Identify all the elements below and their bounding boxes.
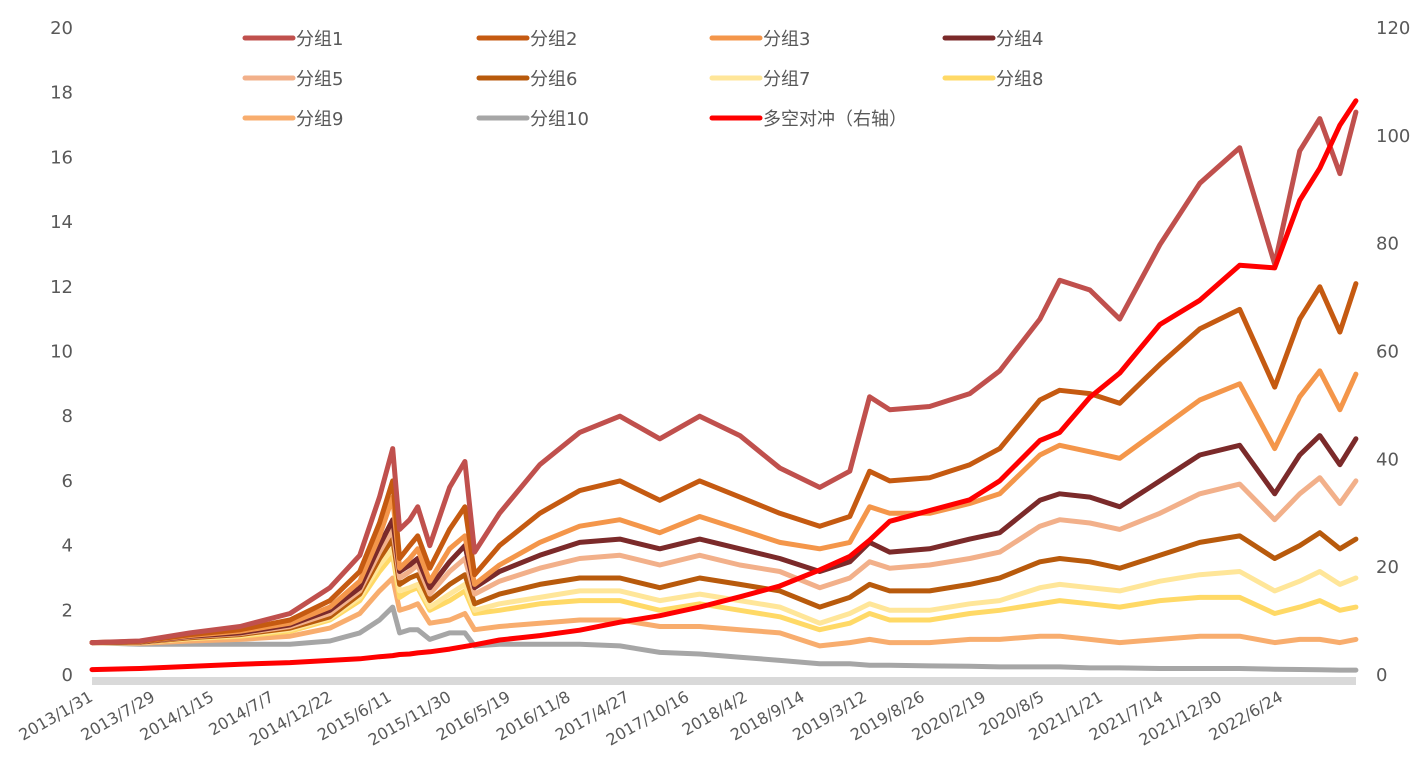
legend-item: 分组5 — [242, 69, 343, 90]
y2-tick-label: 100 — [1376, 126, 1410, 147]
y2-tick-label: 60 — [1376, 342, 1399, 363]
legend: 分组1 分组2 分组3 分组4 分组5 分组6 分组7 分组8 分组9 分组10 多空对冲（右轴） — [242, 29, 1043, 130]
y-tick-label: 10 — [50, 342, 73, 363]
y2-tick-label: 20 — [1376, 557, 1399, 578]
legend-label: 分组5 — [296, 69, 343, 90]
y-tick-label: 16 — [50, 147, 73, 168]
legend-label: 分组7 — [763, 69, 810, 90]
series-line-7 — [89, 546, 1359, 646]
y2-tick-label: 40 — [1376, 449, 1399, 470]
legend-item: 多空对冲（右轴） — [709, 109, 907, 130]
legend-item: 分组2 — [476, 29, 577, 50]
series-line-1 — [89, 109, 1359, 646]
legend-item: 分组3 — [709, 29, 810, 50]
legend-item: 分组10 — [476, 109, 589, 130]
y-axis-right: 0 20 40 60 80 100 120 — [1376, 18, 1410, 686]
legend-item: 分组8 — [942, 69, 1043, 90]
y-tick-label: 6 — [62, 471, 73, 492]
legend-label: 分组3 — [763, 29, 810, 50]
y-tick-label: 8 — [62, 406, 73, 427]
y-tick-label: 20 — [50, 18, 73, 39]
legend-label: 分组9 — [296, 109, 343, 130]
series-line-3 — [89, 368, 1359, 646]
series-lines — [89, 98, 1359, 673]
legend-item: 分组7 — [709, 69, 810, 90]
y2-tick-label: 80 — [1376, 234, 1399, 255]
series-line-9 — [89, 575, 1359, 649]
series-line-4 — [89, 433, 1359, 646]
y-tick-label: 18 — [50, 83, 73, 104]
y2-tick-label: 0 — [1376, 665, 1387, 686]
legend-label: 分组4 — [996, 29, 1043, 50]
y-tick-label: 12 — [50, 277, 73, 298]
y-axis-left: 0 2 4 6 8 10 12 14 16 18 20 — [50, 18, 73, 686]
legend-label: 多空对冲（右轴） — [763, 109, 907, 130]
legend-label: 分组10 — [530, 109, 589, 130]
series-line-6 — [89, 530, 1359, 646]
x-axis-band — [92, 677, 1356, 685]
y2-tick-label: 120 — [1376, 18, 1410, 39]
y-tick-label: 0 — [62, 665, 73, 686]
legend-label: 分组2 — [530, 29, 577, 50]
x-axis: 2013/1/312013/7/292014/1/152014/7/72014/… — [15, 687, 1286, 750]
series-line-2 — [89, 281, 1359, 646]
series-line-11 — [89, 98, 1359, 673]
series-line-5 — [89, 475, 1359, 646]
legend-label: 分组8 — [996, 69, 1043, 90]
y-tick-label: 2 — [62, 600, 73, 621]
legend-item: 分组6 — [476, 69, 577, 90]
y-tick-label: 14 — [50, 212, 73, 233]
legend-label: 分组6 — [530, 69, 577, 90]
legend-item: 分组9 — [242, 109, 343, 130]
series-line-10 — [89, 604, 1359, 673]
series-line-8 — [89, 552, 1359, 646]
legend-item: 分组1 — [242, 29, 343, 50]
legend-label: 分组1 — [296, 29, 343, 50]
legend-item: 分组4 — [942, 29, 1043, 50]
y-tick-label: 4 — [62, 536, 73, 557]
